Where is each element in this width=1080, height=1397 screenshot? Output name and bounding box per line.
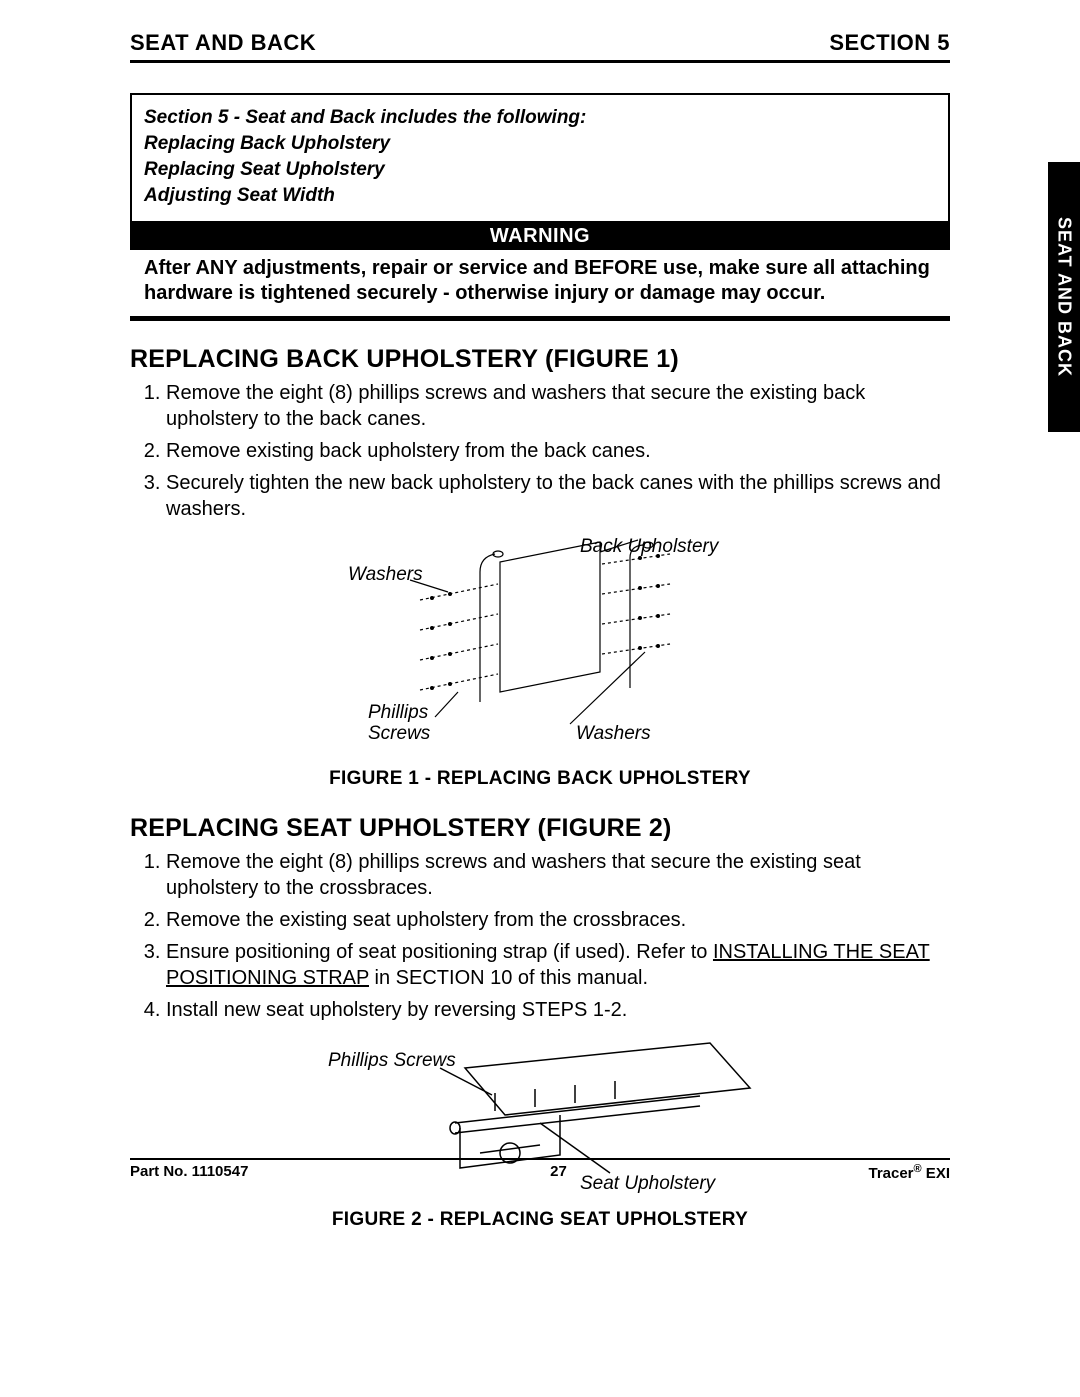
- step: Remove the existing seat upholstery from…: [166, 907, 950, 933]
- fig1-label-back: Back Upholstery: [580, 536, 720, 557]
- box-item: Replacing Back Upholstery: [144, 133, 936, 155]
- warning-bar: WARNING: [130, 223, 950, 250]
- section2-title: REPLACING SEAT UPHOLSTERY (FIGURE 2): [130, 814, 950, 843]
- figure-1-caption: FIGURE 1 - REPLACING BACK UPHOLSTERY: [130, 768, 950, 790]
- step: Remove the eight (8) phillips screws and…: [166, 380, 950, 432]
- figure-2-caption: FIGURE 2 - REPLACING SEAT UPHOLSTERY: [130, 1209, 950, 1231]
- section1-title: REPLACING BACK UPHOLSTERY (FIGURE 1): [130, 345, 950, 374]
- figure-1-svg: Washers Phillips Screws Washers Back Uph…: [300, 532, 780, 762]
- step: Remove existing back upholstery from the…: [166, 438, 950, 464]
- figure-1: Washers Phillips Screws Washers Back Uph…: [130, 532, 950, 762]
- fig1-label-screws: Screws: [368, 723, 431, 744]
- section1-steps: Remove the eight (8) phillips screws and…: [166, 380, 950, 522]
- footer-rule: [130, 1158, 950, 1160]
- footer-left: Part No. 1110547: [130, 1163, 248, 1182]
- side-tab: SEAT AND BACK: [1048, 162, 1080, 432]
- contents-box: Section 5 - Seat and Back includes the f…: [130, 93, 950, 223]
- fig1-label-phillips: Phillips: [368, 702, 429, 723]
- step: Install new seat upholstery by reversing…: [166, 997, 950, 1023]
- section2-steps: Remove the eight (8) phillips screws and…: [166, 849, 950, 1023]
- box-item: Replacing Seat Upholstery: [144, 159, 936, 181]
- footer-center: 27: [550, 1163, 567, 1182]
- step: Remove the eight (8) phillips screws and…: [166, 849, 950, 901]
- page-header: SEAT AND BACK SECTION 5: [130, 30, 950, 56]
- page-footer: Part No. 1110547 27 Tracer® EXI: [130, 1158, 950, 1182]
- header-rule: [130, 60, 950, 63]
- fig2-label-phillips: Phillips Screws: [328, 1050, 456, 1071]
- step: Ensure positioning of seat positioning s…: [166, 939, 950, 991]
- page-content: SEAT AND BACK SECTION 5 Section 5 - Seat…: [130, 30, 950, 1231]
- fig1-label-washers-right: Washers: [576, 723, 651, 744]
- header-left: SEAT AND BACK: [130, 30, 316, 56]
- footer-right: Tracer® EXI: [868, 1163, 950, 1182]
- box-item: Adjusting Seat Width: [144, 185, 936, 207]
- warning-body: After ANY adjustments, repair or service…: [130, 250, 950, 321]
- warning-text: After ANY adjustments, repair or service…: [144, 256, 936, 306]
- fig1-label-washers-left: Washers: [348, 564, 423, 585]
- step: Securely tighten the new back upholstery…: [166, 470, 950, 522]
- link-installing-strap: INSTALLING THE SEAT POSITIONING STRAP: [166, 941, 930, 989]
- box-intro: Section 5 - Seat and Back includes the f…: [144, 107, 936, 129]
- header-right: SECTION 5: [829, 30, 950, 56]
